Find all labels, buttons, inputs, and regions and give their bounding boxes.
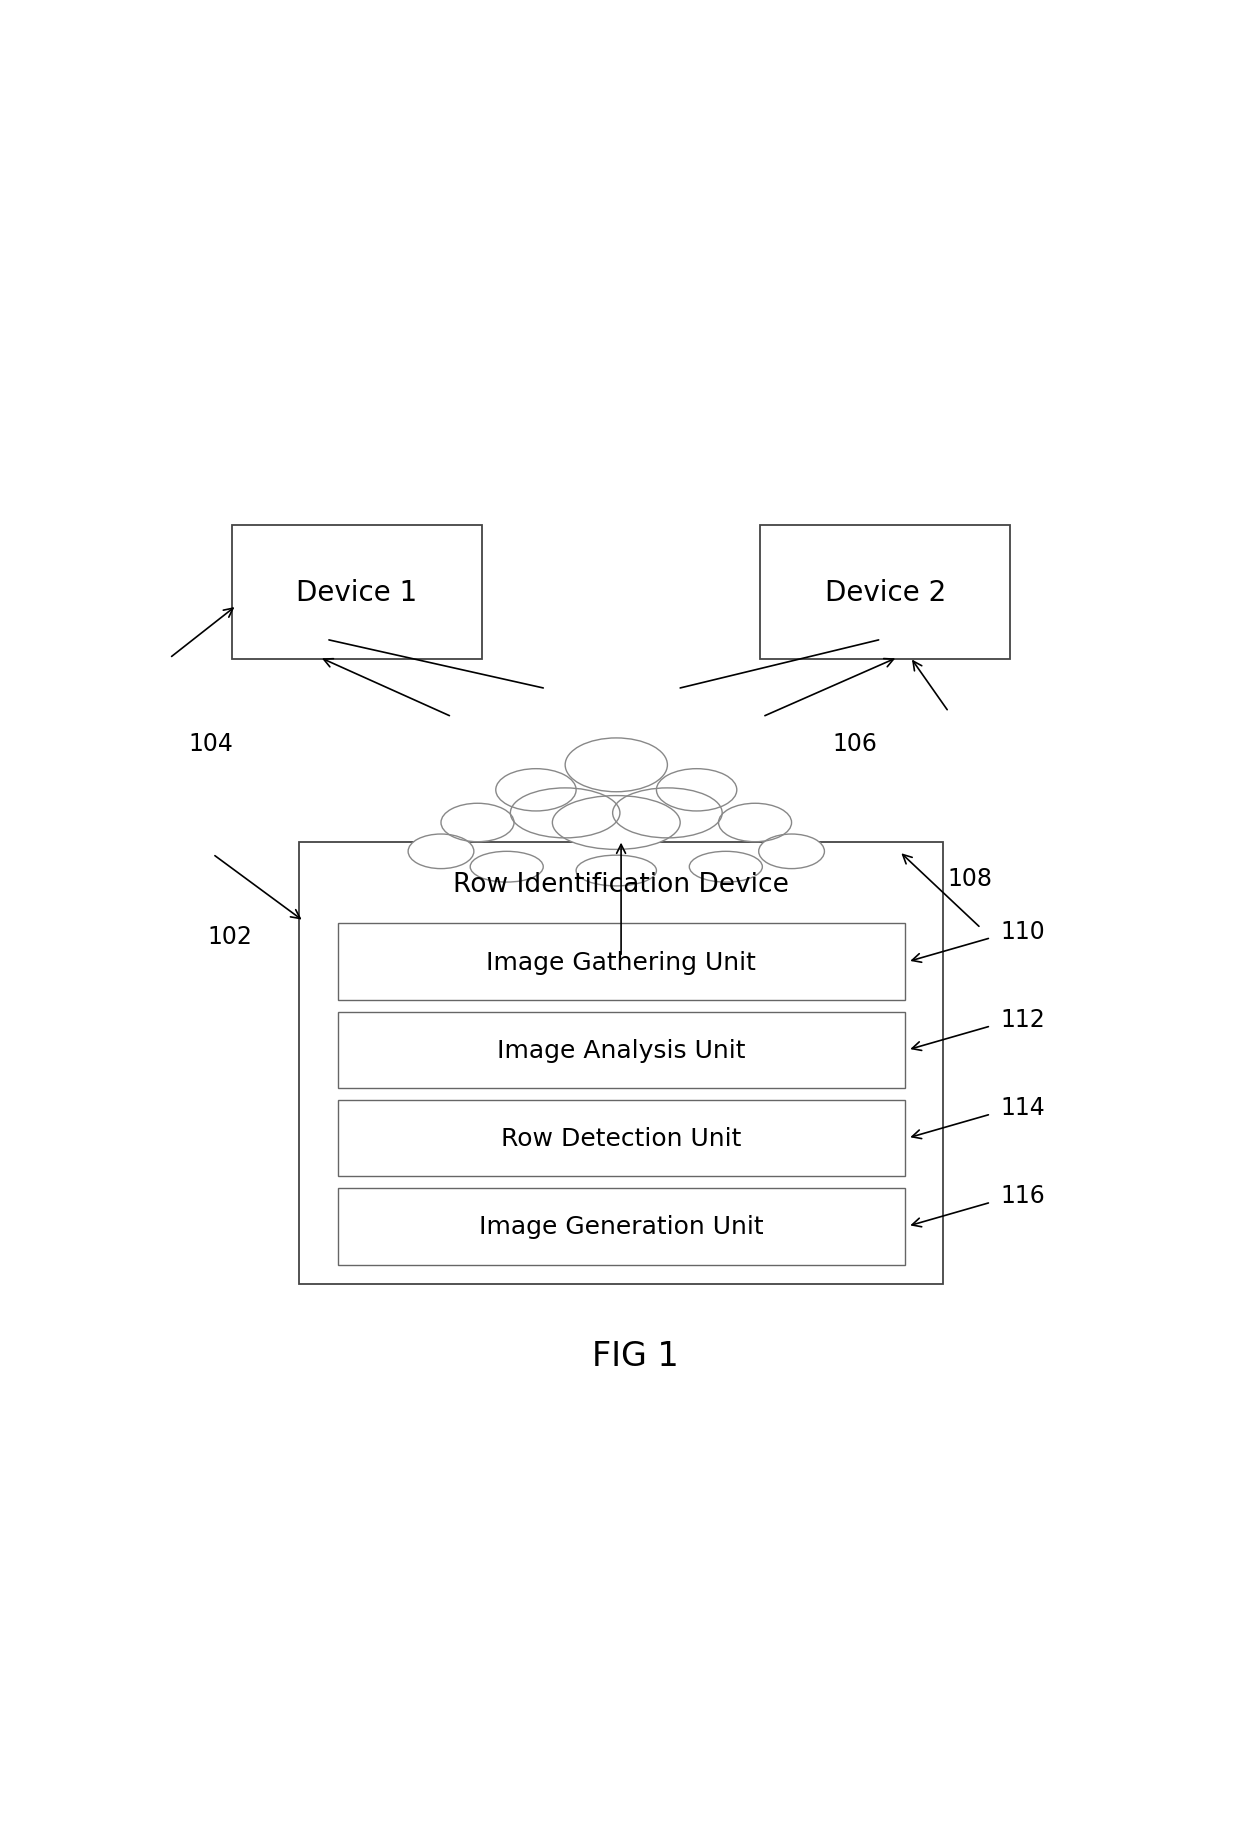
FancyBboxPatch shape bbox=[337, 1011, 905, 1089]
FancyBboxPatch shape bbox=[337, 923, 905, 1000]
Text: 102: 102 bbox=[208, 925, 253, 949]
Text: FIG 1: FIG 1 bbox=[593, 1339, 678, 1372]
Text: Row Detection Unit: Row Detection Unit bbox=[501, 1127, 742, 1151]
Text: Image Gathering Unit: Image Gathering Unit bbox=[486, 951, 756, 975]
Text: 106: 106 bbox=[832, 732, 878, 756]
Ellipse shape bbox=[689, 851, 763, 883]
Ellipse shape bbox=[441, 804, 515, 842]
Text: 116: 116 bbox=[1001, 1184, 1045, 1208]
Ellipse shape bbox=[511, 789, 620, 839]
Ellipse shape bbox=[408, 835, 474, 870]
Text: 108: 108 bbox=[947, 866, 993, 890]
FancyBboxPatch shape bbox=[232, 526, 481, 660]
Text: 112: 112 bbox=[1001, 1008, 1045, 1032]
Ellipse shape bbox=[552, 796, 681, 850]
Ellipse shape bbox=[656, 769, 737, 811]
Ellipse shape bbox=[496, 769, 577, 811]
FancyBboxPatch shape bbox=[760, 526, 1011, 660]
FancyBboxPatch shape bbox=[337, 1188, 905, 1265]
FancyBboxPatch shape bbox=[299, 842, 944, 1284]
FancyBboxPatch shape bbox=[337, 1100, 905, 1177]
Ellipse shape bbox=[759, 835, 825, 870]
Text: 114: 114 bbox=[1001, 1096, 1045, 1120]
Ellipse shape bbox=[565, 739, 667, 793]
Text: Row Identification Device: Row Identification Device bbox=[453, 872, 789, 897]
Text: 110: 110 bbox=[1001, 920, 1045, 943]
Text: 104: 104 bbox=[188, 732, 233, 756]
Ellipse shape bbox=[613, 789, 722, 839]
Text: Device 2: Device 2 bbox=[825, 579, 946, 607]
Text: Image Generation Unit: Image Generation Unit bbox=[479, 1214, 764, 1238]
Ellipse shape bbox=[470, 851, 543, 883]
Text: Image Analysis Unit: Image Analysis Unit bbox=[497, 1039, 745, 1063]
Text: Device 1: Device 1 bbox=[296, 579, 418, 607]
Ellipse shape bbox=[577, 855, 656, 886]
Ellipse shape bbox=[718, 804, 791, 842]
